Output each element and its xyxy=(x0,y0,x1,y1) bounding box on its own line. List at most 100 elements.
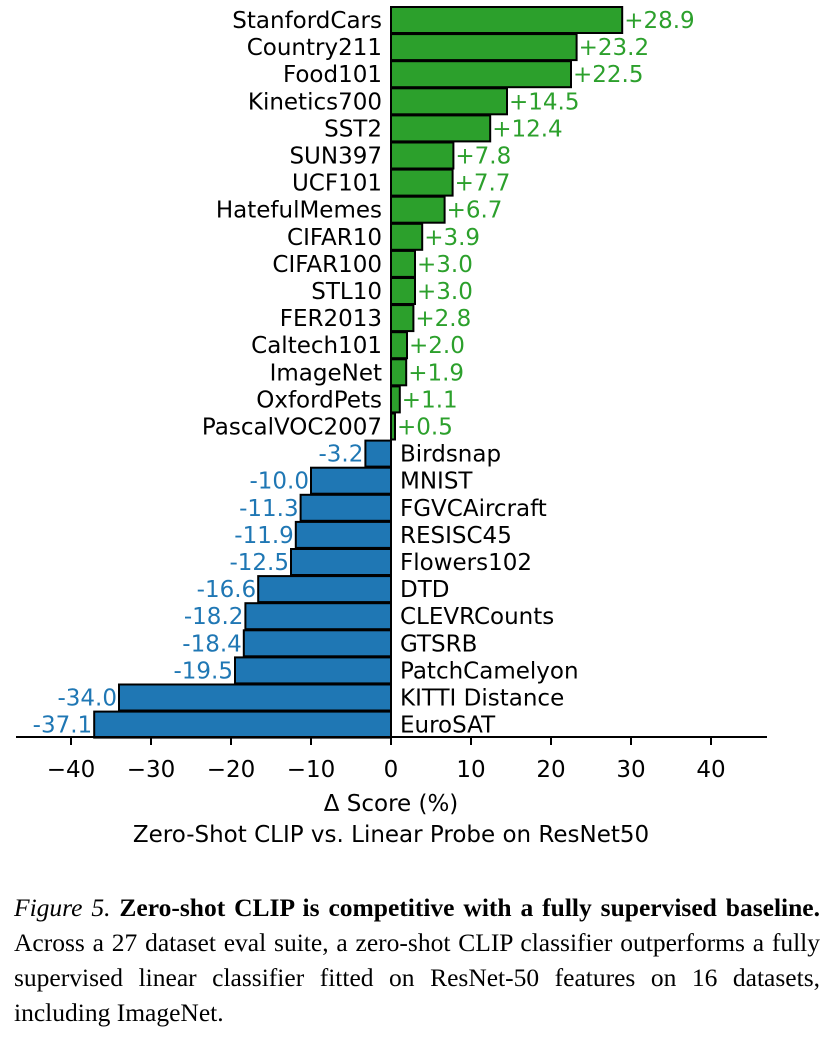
category-label: FGVCAircraft xyxy=(400,496,547,522)
category-label: STL10 xyxy=(311,279,382,305)
category-label: ImageNet xyxy=(270,360,382,386)
category-label: PatchCamelyon xyxy=(400,658,579,684)
bar-kinetics700 xyxy=(390,87,508,116)
bar-cifar10 xyxy=(390,222,424,251)
value-label: +23.2 xyxy=(579,35,649,61)
caption-body: Across a 27 dataset eval suite, a zero-s… xyxy=(14,928,820,1027)
value-label: +14.5 xyxy=(509,89,579,115)
value-label: +1.1 xyxy=(402,387,458,413)
figure-caption: Figure 5. Zero-shot CLIP is competitive … xyxy=(14,890,820,1030)
category-label: CIFAR100 xyxy=(272,252,382,278)
bar-birdsnap xyxy=(364,439,392,468)
bar-fgvcaircraft xyxy=(299,493,393,522)
category-label: StanfordCars xyxy=(232,8,382,34)
bar-clevrcounts xyxy=(244,602,392,631)
value-label: -18.2 xyxy=(184,604,244,630)
value-label: -11.9 xyxy=(234,523,294,549)
value-label: -18.4 xyxy=(182,631,242,657)
category-label: Flowers102 xyxy=(400,550,532,576)
bar-sun397 xyxy=(390,141,455,170)
x-tick-label: 0 xyxy=(384,757,399,783)
value-label: -16.6 xyxy=(197,577,257,603)
x-tick-label: 40 xyxy=(696,757,725,783)
value-label: -34.0 xyxy=(57,686,117,712)
value-label: -37.1 xyxy=(33,713,93,739)
value-label: +6.7 xyxy=(447,198,503,224)
x-tick-label: 20 xyxy=(536,757,565,783)
figure-label: Figure 5. xyxy=(14,893,111,922)
value-labels-group: +28.9+23.2+22.5+14.5+12.4+7.8+7.7+6.7+3.… xyxy=(33,8,695,739)
category-label: Country211 xyxy=(247,35,382,61)
bars-group xyxy=(93,6,624,739)
bar-sst2 xyxy=(390,114,492,143)
bar-oxfordpets xyxy=(390,385,401,414)
value-label: +7.7 xyxy=(455,171,511,197)
category-label: EuroSAT xyxy=(400,713,496,739)
value-label: +2.8 xyxy=(415,306,471,332)
bar-stanfordcars xyxy=(390,6,624,34)
x-tick-label: 10 xyxy=(456,757,485,783)
category-label: GTSRB xyxy=(400,631,477,657)
bar-ucf101 xyxy=(390,168,454,197)
value-label: +12.4 xyxy=(492,116,562,142)
category-label: CIFAR10 xyxy=(287,225,382,251)
value-label: -3.2 xyxy=(319,442,364,468)
bar-patchcamelyon xyxy=(234,656,392,685)
value-label: +1.9 xyxy=(408,360,464,386)
value-label: -12.5 xyxy=(229,550,289,576)
x-axis-ticks-group: −40 −30 −20 −10 0 10 20 30 40 xyxy=(47,737,726,783)
x-axis-label: Δ Score (%) xyxy=(324,791,459,817)
value-label: +7.8 xyxy=(455,144,511,170)
value-label: +3.0 xyxy=(417,279,473,305)
bar-resisc45 xyxy=(294,520,392,549)
value-label: +3.9 xyxy=(424,225,480,251)
bar-food101 xyxy=(390,60,572,89)
bar-dtd xyxy=(257,575,393,604)
chart-title: Zero-Shot CLIP vs. Linear Probe on ResNe… xyxy=(133,822,649,848)
value-label: +3.0 xyxy=(417,252,473,278)
bar-caltech101 xyxy=(390,331,408,360)
category-labels-group: StanfordCarsCountry211Food101Kinetics700… xyxy=(202,8,579,739)
value-label: +28.9 xyxy=(624,8,694,34)
value-label: +2.0 xyxy=(409,333,465,359)
bar-country211 xyxy=(390,33,578,62)
category-label: OxfordPets xyxy=(256,387,382,413)
delta-score-bar-chart: StanfordCarsCountry211Food101Kinetics700… xyxy=(16,6,767,848)
bar-cifar100 xyxy=(390,249,416,278)
category-label: Kinetics700 xyxy=(248,89,382,115)
category-label: RESISC45 xyxy=(400,523,512,549)
x-tick-label: −40 xyxy=(47,757,96,783)
bar-eurosat xyxy=(93,710,392,739)
bar-stl10 xyxy=(390,277,416,305)
category-label: CLEVRCounts xyxy=(400,604,554,630)
category-label: KITTI Distance xyxy=(400,686,564,712)
category-label: Birdsnap xyxy=(400,442,501,468)
category-label: PascalVOC2007 xyxy=(202,415,382,441)
x-tick-label: −10 xyxy=(287,757,336,783)
x-tick-label: −30 xyxy=(127,757,176,783)
bar-pascalvoc2007 xyxy=(390,412,396,441)
bar-flowers102 xyxy=(290,548,392,576)
value-label: +22.5 xyxy=(573,62,643,88)
category-label: UCF101 xyxy=(292,171,382,197)
value-label: -19.5 xyxy=(173,658,233,684)
category-label: SST2 xyxy=(324,116,382,142)
x-tick-label: −20 xyxy=(207,757,256,783)
bar-imagenet xyxy=(390,358,408,387)
value-label: +0.5 xyxy=(397,415,453,441)
bar-gtsrb xyxy=(242,629,392,658)
category-label: HatefulMemes xyxy=(216,198,382,224)
bar-mnist xyxy=(310,466,392,495)
bar-kitti-distance xyxy=(118,683,392,712)
category-label: FER2013 xyxy=(280,306,382,332)
bar-hatefulmemes xyxy=(390,195,446,224)
value-label: -10.0 xyxy=(249,469,309,495)
value-label: -11.3 xyxy=(239,496,299,522)
bar-fer2013 xyxy=(390,304,415,333)
category-label: Caltech101 xyxy=(251,333,382,359)
caption-bold-statement: Zero-shot CLIP is competitive with a ful… xyxy=(119,893,820,922)
category-label: SUN397 xyxy=(289,144,382,170)
category-label: Food101 xyxy=(283,62,382,88)
x-tick-label: 30 xyxy=(616,757,645,783)
category-label: MNIST xyxy=(400,469,473,495)
